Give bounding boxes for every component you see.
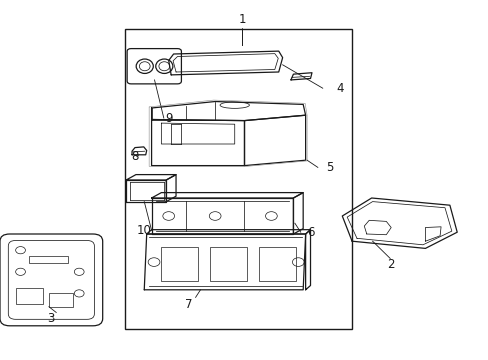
Bar <box>49 293 73 307</box>
Bar <box>29 256 68 263</box>
Bar <box>124 29 351 329</box>
Bar <box>161 247 198 281</box>
Bar <box>210 247 246 281</box>
Text: 4: 4 <box>335 82 343 95</box>
Text: 3: 3 <box>47 312 55 325</box>
Text: 7: 7 <box>184 298 192 311</box>
Text: 8: 8 <box>130 150 138 163</box>
Text: 6: 6 <box>306 226 314 239</box>
Bar <box>259 247 295 281</box>
Text: 5: 5 <box>325 161 333 174</box>
Bar <box>16 288 42 304</box>
Text: 9: 9 <box>164 112 172 125</box>
Text: 2: 2 <box>386 258 394 271</box>
Text: 10: 10 <box>137 224 151 237</box>
Text: 1: 1 <box>238 13 245 26</box>
